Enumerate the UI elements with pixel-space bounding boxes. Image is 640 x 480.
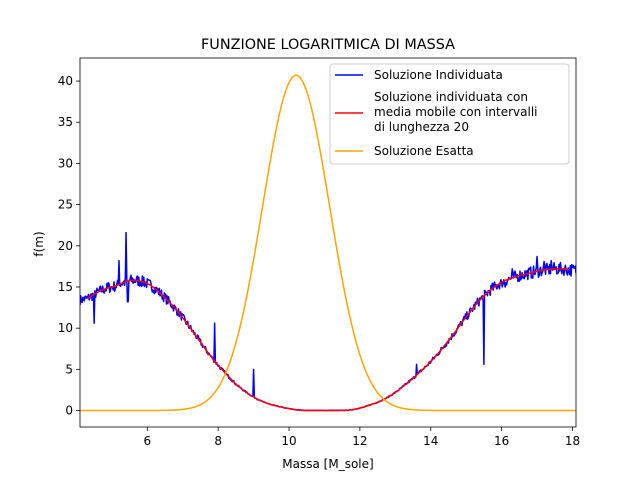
legend-item-soluzione-esatta: Soluzione Esatta [335, 144, 474, 158]
x-axis-label: Massa [M_sole] [282, 457, 373, 471]
y-axis-label: f(m) [32, 231, 46, 256]
y-tick-label: 10 [58, 321, 73, 335]
y-tick-label: 40 [58, 74, 73, 88]
y-tick-label: 25 [58, 198, 73, 212]
series-line-media-mobile [86, 268, 569, 412]
legend-item-soluzione-individuata: Soluzione Individuata [335, 68, 503, 82]
legend: Soluzione Individuata Soluzione individua… [329, 63, 570, 165]
y-tick-label: 30 [58, 156, 73, 170]
y-tick-label: 35 [58, 115, 73, 129]
chart-title: FUNZIONE LOGARITMICA DI MASSA [201, 37, 455, 53]
y-tick-label: 0 [65, 404, 73, 418]
plot-area: 6 8 10 12 14 16 18 0 5 10 15 20 25 30 35 40 [58, 57, 580, 448]
legend-label: Soluzione Individuata [374, 68, 503, 82]
x-tick-label: 12 [352, 434, 367, 448]
axes-frame [79, 57, 577, 428]
x-tick-label: 8 [214, 434, 222, 448]
x-tick-label: 14 [423, 434, 438, 448]
legend-label: Soluzione Esatta [374, 144, 474, 158]
x-tick-label: 6 [143, 434, 151, 448]
y-tick-label: 5 [65, 362, 73, 376]
legend-label: di lunghezza 20 [374, 120, 469, 134]
y-tick-label: 15 [58, 280, 73, 294]
series-line-soluzione-individuata [80, 231, 576, 412]
legend-label: Soluzione individuata con [374, 90, 528, 104]
x-tick-label: 16 [494, 434, 509, 448]
legend-label: media mobile con intervalli [374, 105, 537, 119]
legend-box [329, 63, 570, 165]
y-tick-label: 20 [58, 239, 73, 253]
x-tick-label: 18 [565, 434, 580, 448]
x-tick-label: 10 [281, 434, 296, 448]
series-line-soluzione-esatta [80, 74, 576, 412]
